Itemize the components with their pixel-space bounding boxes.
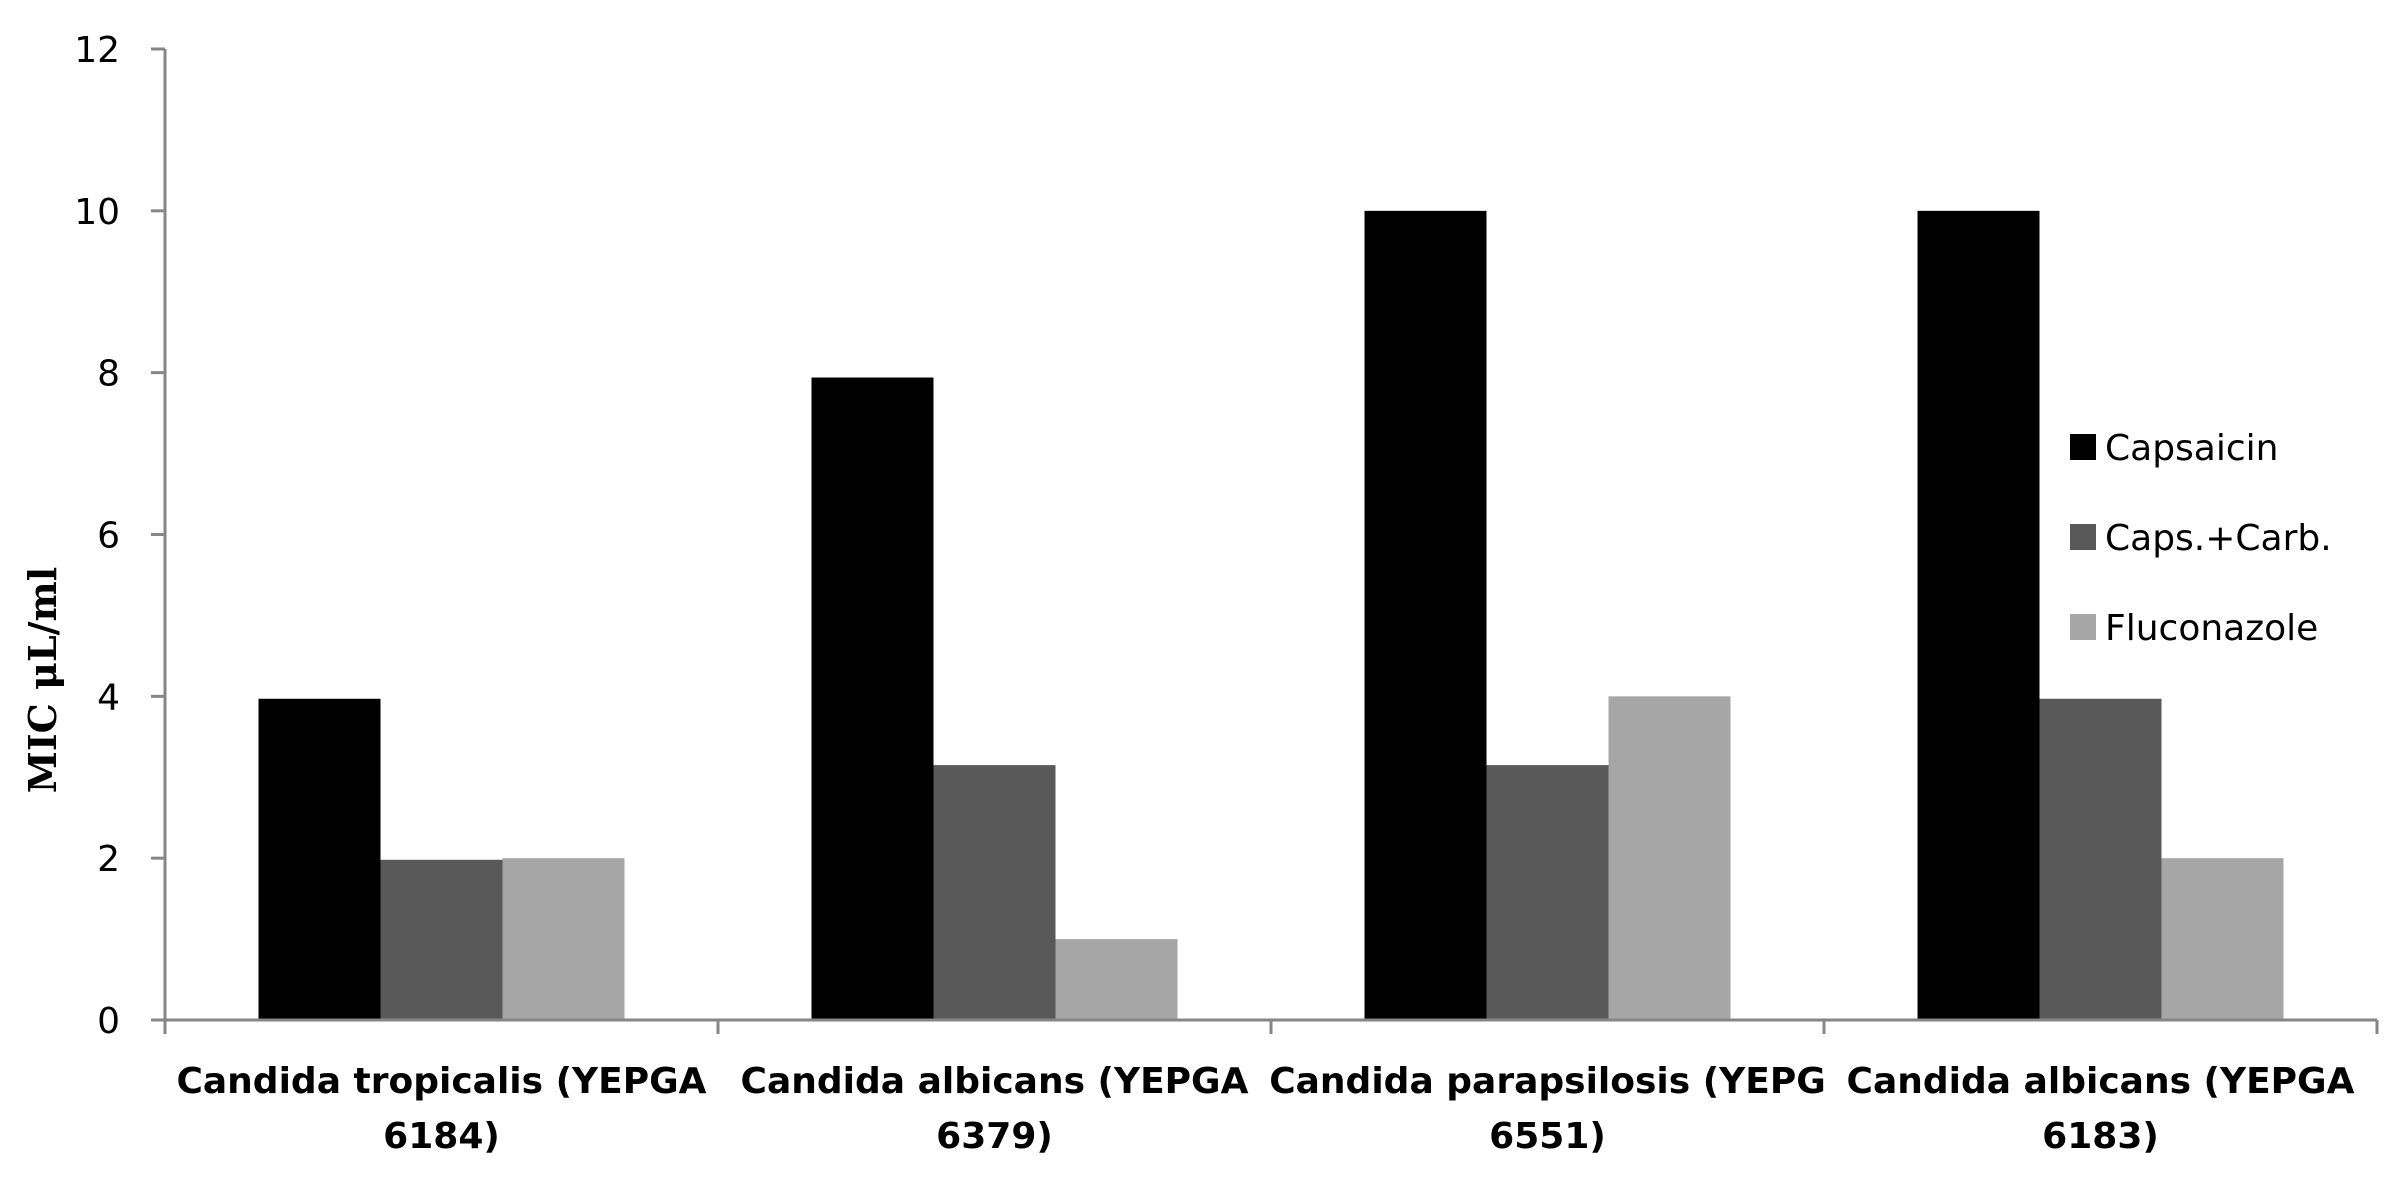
- category-labels: Candida tropicalis (YEPGA 6184) Candida al…: [176, 1061, 2354, 1157]
- bar-caps-carb--1: [380, 859, 503, 1020]
- category-label: 6551): [1489, 1116, 1606, 1157]
- y-tick-label: 8: [97, 354, 120, 395]
- axes-group: [151, 47, 2379, 1034]
- legend-label: Caps.+Carb.: [2105, 518, 2332, 559]
- category-label: Candida tropicalis (YEPGA: [176, 1061, 706, 1102]
- y-tick-label: 2: [97, 839, 120, 880]
- bar-fluconazole-2: [1055, 939, 1178, 1020]
- legend-label: Fluconazole: [2105, 608, 2318, 649]
- bar-caps-carb--2: [933, 765, 1056, 1020]
- category-label: 6183): [2042, 1116, 2159, 1157]
- category-label: 6184): [383, 1116, 500, 1157]
- bars-group: [258, 210, 2284, 1021]
- y-tick-label: 10: [74, 192, 120, 233]
- bar-fluconazole-1: [502, 858, 625, 1020]
- y-tick-label: 4: [97, 677, 120, 718]
- category-label: Candida albicans (YEPGA: [741, 1061, 1249, 1102]
- y-tick-label: 0: [97, 1001, 120, 1042]
- category-label: Candida albicans (YEPGA: [1847, 1061, 2355, 1102]
- bar-capsaicin-4: [1917, 210, 2040, 1021]
- bar-capsaicin-2: [811, 377, 934, 1020]
- legend-swatch: [2070, 434, 2096, 460]
- legend-swatch: [2070, 524, 2096, 550]
- bar-fluconazole-3: [1608, 696, 1731, 1020]
- y-axis-label: MIC μL/ml: [20, 567, 65, 793]
- bar-caps-carb--4: [2039, 698, 2162, 1020]
- bar-capsaicin-3: [1364, 210, 1487, 1021]
- legend: Capsaicin Caps.+Carb. Fluconazole: [2070, 428, 2332, 649]
- y-tick-label: 6: [97, 516, 120, 557]
- y-tick-label: 12: [74, 30, 120, 71]
- category-label: 6379): [936, 1116, 1053, 1157]
- bar-caps-carb--3: [1486, 765, 1609, 1020]
- category-label: Candida parapsilosis (YEPG: [1269, 1061, 1826, 1102]
- y-tick-labels: 0 2 4 6 8 10 12: [74, 30, 120, 1042]
- bar-capsaicin-1: [258, 698, 381, 1020]
- legend-label: Capsaicin: [2105, 428, 2278, 469]
- bar-fluconazole-4: [2161, 858, 2284, 1020]
- legend-swatch: [2070, 614, 2096, 640]
